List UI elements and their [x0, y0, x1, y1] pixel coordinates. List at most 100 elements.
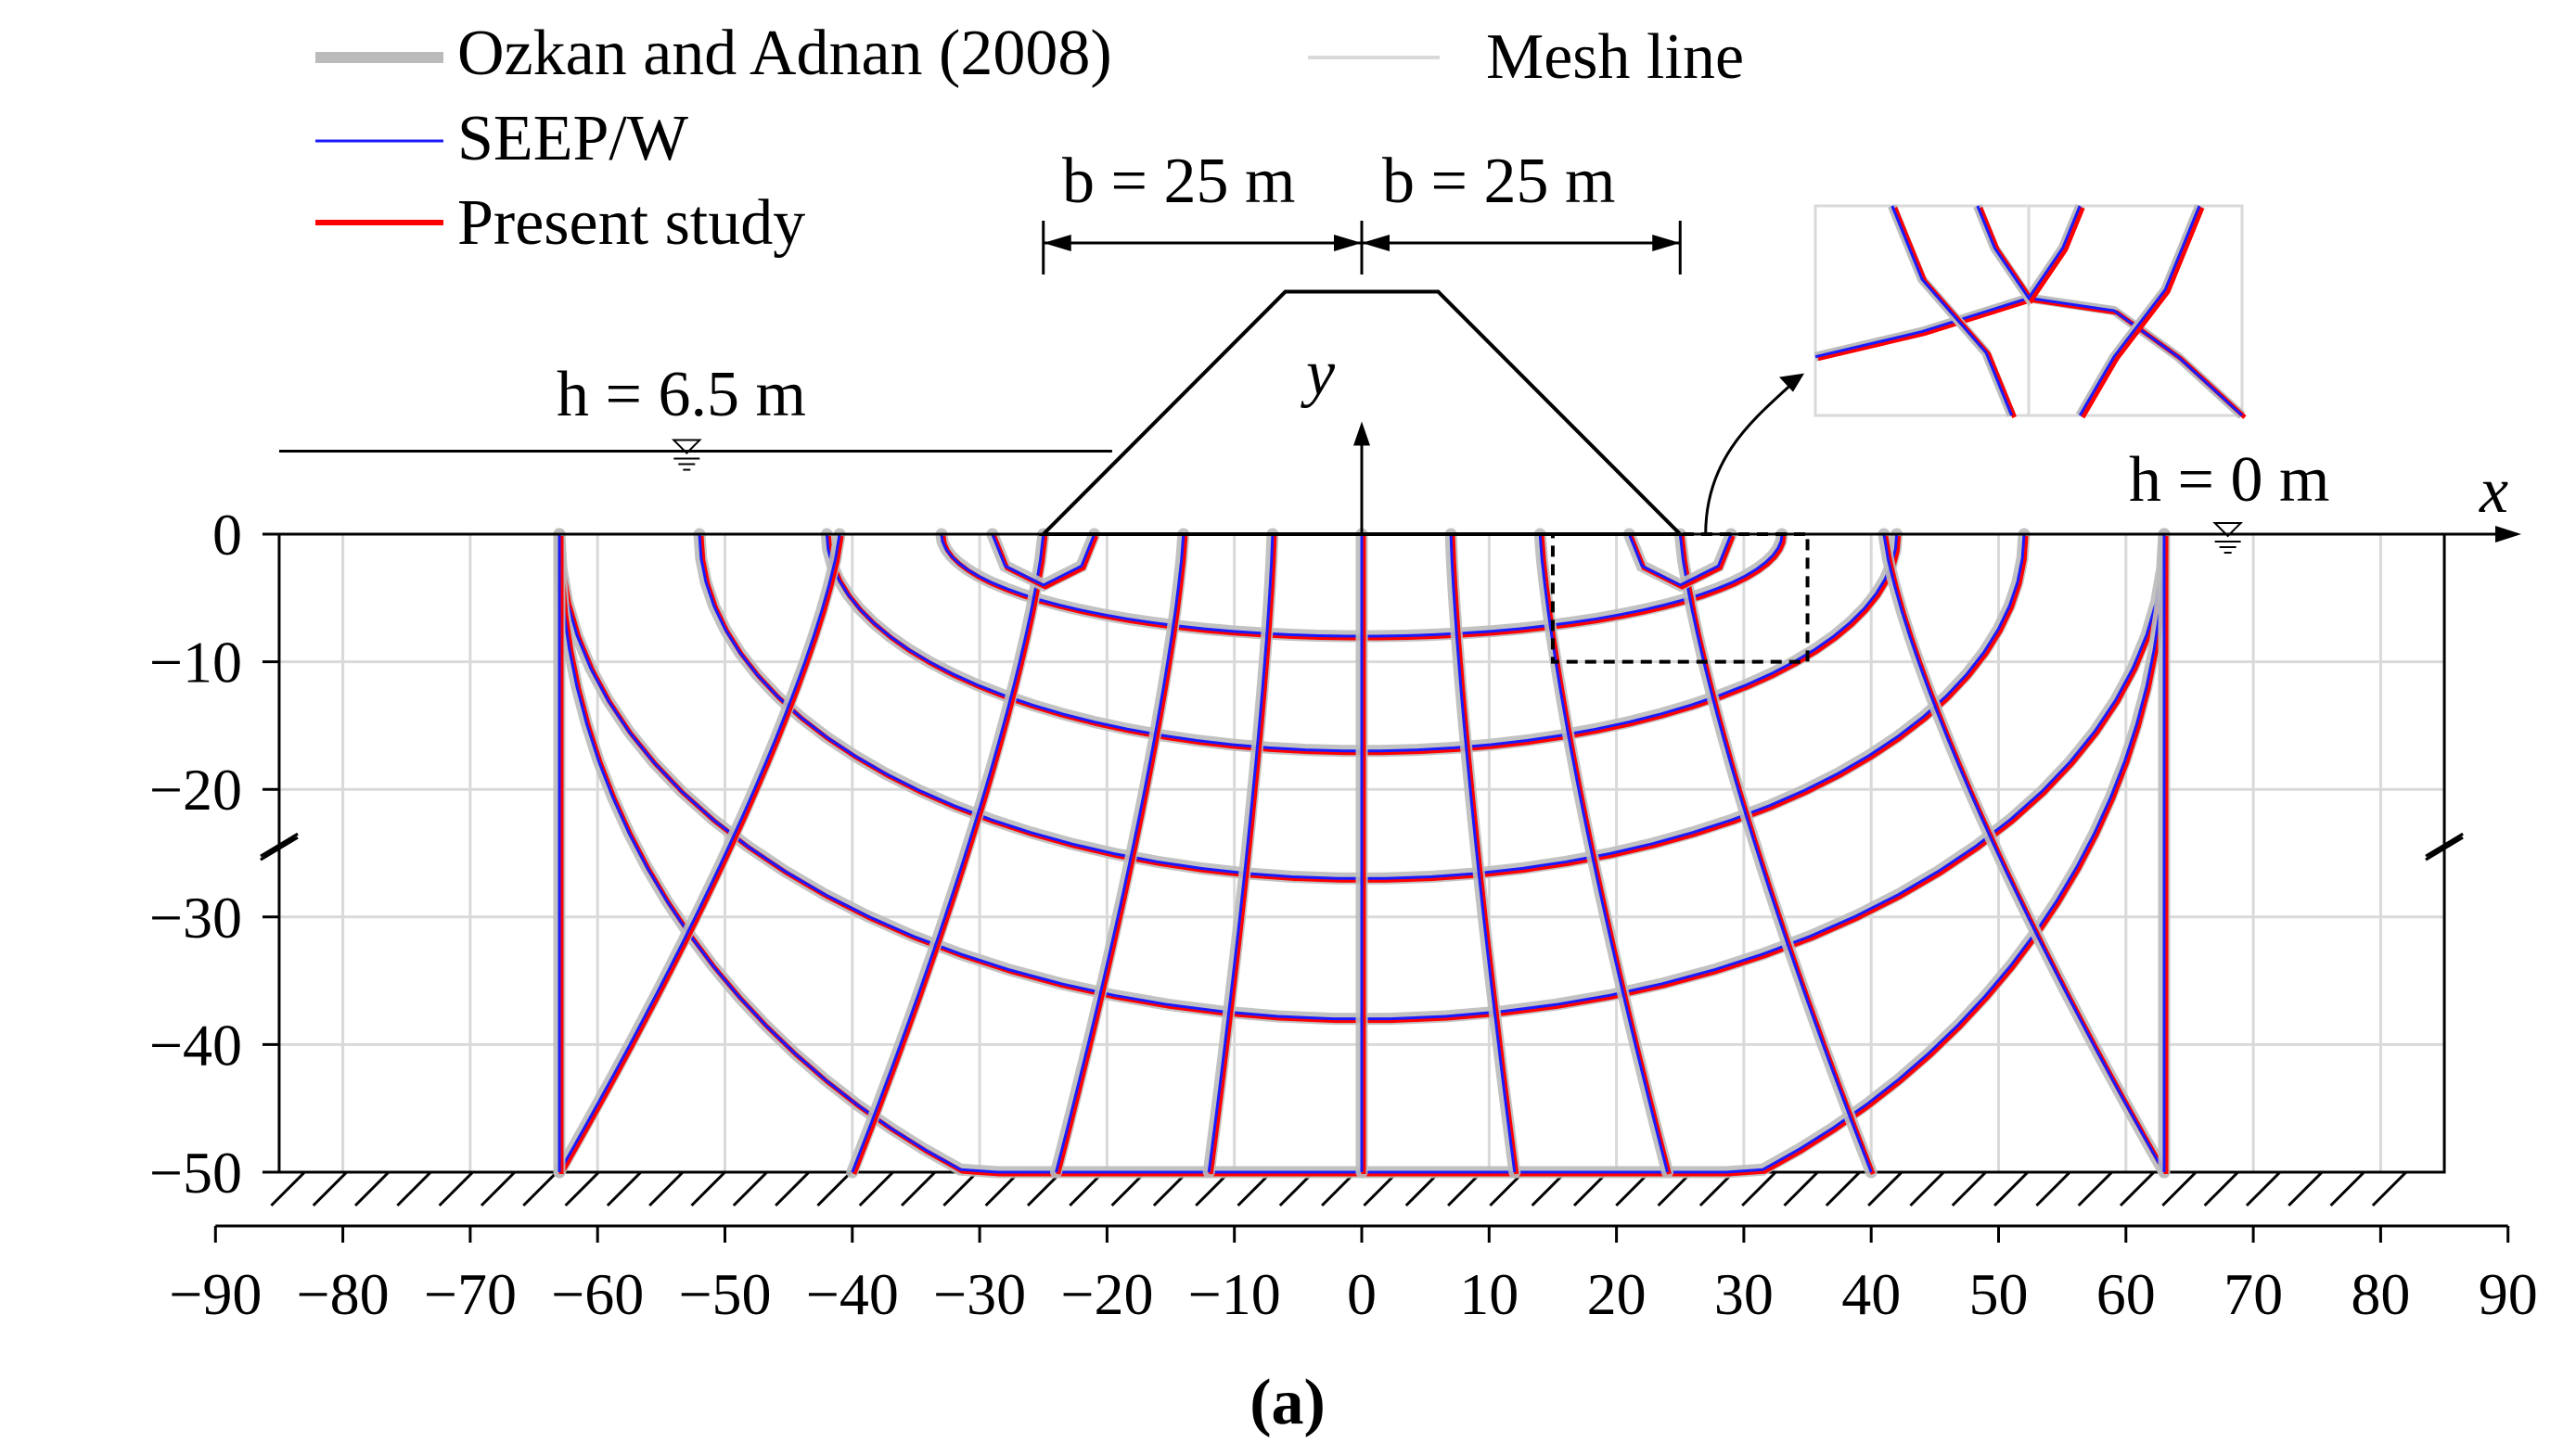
y-tick-label: 0 — [212, 502, 242, 568]
legend-label-seepw: SEEP/W — [457, 103, 688, 174]
inset-equipotential-b-present — [2081, 207, 2205, 419]
hatch-mark — [312, 1170, 348, 1207]
y-arrow-head — [1353, 421, 1370, 446]
hatch-mark — [2329, 1170, 2365, 1207]
x-tick-label: 60 — [2096, 1261, 2156, 1327]
flow-net — [553, 528, 2171, 1179]
equipotential-4-right-ozkan — [1878, 528, 2171, 1179]
axes: −90 −80 −70 −60 −50 −40 −30 −20 −10 0 10 20 30 40 50 60… — [149, 421, 2538, 1327]
x-tick-label: 50 — [1969, 1261, 2029, 1327]
hatch-mark — [1825, 1170, 1861, 1207]
x-tick-label: −60 — [551, 1261, 644, 1327]
hatch-mark — [606, 1170, 642, 1207]
equipotential-4-left-present — [558, 535, 844, 1176]
toe-singularity-1-seepw — [1627, 533, 1733, 587]
equipotential-3-right-seepw — [1678, 533, 1873, 1173]
y-tick-label: −30 — [149, 885, 242, 951]
annotations — [278, 221, 2244, 554]
hatch-mark — [480, 1170, 517, 1207]
hatch-mark — [942, 1170, 979, 1207]
hatch-mark — [2245, 1170, 2281, 1207]
x-tick-label: 20 — [1587, 1261, 1647, 1327]
inset-pointer — [1704, 379, 1797, 535]
downstream-water-symbol-triangle — [2212, 522, 2244, 538]
equipotential-3-left-seepw — [851, 533, 1045, 1173]
hatch-mark — [1783, 1170, 1819, 1207]
x-tick-label: −90 — [169, 1261, 262, 1327]
legend — [315, 52, 1440, 225]
y-axis-label: y — [1301, 338, 1336, 409]
inset-flow-line-seepw — [1814, 296, 2244, 417]
hatch-mark — [1867, 1170, 1903, 1207]
hatch-mark — [2288, 1170, 2324, 1207]
equipotential-4-left-ozkan — [553, 528, 846, 1179]
hatch-mark — [522, 1170, 558, 1207]
equipotential-4-left-seepw — [557, 533, 841, 1173]
x-tick-label: −30 — [933, 1261, 1026, 1327]
equipotential-2-left-seepw — [1055, 533, 1185, 1173]
inset-pointer-head — [1779, 373, 1804, 392]
x-tick-label: 0 — [1347, 1261, 1377, 1327]
hatch-mark — [1909, 1170, 1945, 1207]
legend-label-mesh: Mesh line — [1486, 21, 1744, 93]
x-tick-label: −20 — [1060, 1261, 1153, 1327]
hatch-mark — [1951, 1170, 1987, 1207]
x-tick-label: 30 — [1714, 1261, 1774, 1327]
hatch-mark — [775, 1170, 811, 1207]
hatch-mark — [2161, 1170, 2198, 1207]
hatch-mark — [858, 1170, 894, 1207]
x-tick-label: 10 — [1459, 1261, 1519, 1327]
x-tick-label: 80 — [2351, 1261, 2410, 1327]
dimension-arrow-left — [1043, 235, 1071, 251]
hatch-mark — [1993, 1170, 2030, 1207]
hatch-mark — [564, 1170, 600, 1207]
hatch-mark — [732, 1170, 768, 1207]
hatch-mark — [690, 1170, 726, 1207]
upstream-water-symbol-triangle — [671, 439, 702, 454]
half-width-right-label: b = 25 m — [1382, 146, 1615, 217]
inset-singularity-present — [1978, 207, 2085, 304]
equipotential-1-left-seepw — [1207, 533, 1275, 1173]
half-width-left-label: b = 25 m — [1062, 146, 1295, 217]
hatch-mark — [438, 1170, 474, 1207]
hatch-mark — [396, 1170, 432, 1207]
y-tick-label: −20 — [149, 757, 242, 823]
inset-equipotential-b-seepw — [2078, 205, 2201, 416]
equipotential-1-right-seepw — [1449, 533, 1517, 1173]
hatch-mark — [270, 1170, 306, 1207]
y-tick-label: −10 — [149, 630, 242, 696]
inset-zoom — [1550, 204, 2247, 664]
x-tick-label: 70 — [2224, 1261, 2283, 1327]
legend-label-present: Present study — [457, 187, 805, 259]
x-tick-label: 90 — [2479, 1261, 2538, 1327]
hatch-mark — [2371, 1170, 2407, 1207]
equipotential-1-left-present — [1208, 535, 1277, 1175]
x-arrow-head — [2495, 526, 2521, 542]
left-break-symbol — [260, 832, 299, 862]
equipotential-4-right-present — [1883, 535, 2169, 1176]
dimension-arrow-right — [1652, 235, 1681, 251]
panel-label: (a) — [1250, 1367, 1326, 1438]
hatch-mark — [2203, 1170, 2239, 1207]
downstream-head-label: h = 0 m — [2129, 444, 2329, 516]
equipotential-1-right-present — [1450, 535, 1519, 1175]
x-tick-label: 40 — [1841, 1261, 1901, 1327]
hatch-mark — [353, 1170, 391, 1207]
hatch-mark — [648, 1170, 685, 1207]
equipotential-3-left-present — [852, 535, 1048, 1175]
x-tick-label: −10 — [1188, 1261, 1281, 1327]
y-tick-label: −40 — [149, 1012, 242, 1078]
dimension-arrow-right — [1362, 235, 1390, 251]
toe-singularity-0-seepw — [991, 533, 1096, 587]
equipotential-4-right-seepw — [1882, 533, 2166, 1173]
right-break-symbol — [2425, 832, 2464, 862]
upstream-head-label: h = 6.5 m — [557, 359, 806, 430]
hatch-mark — [2077, 1170, 2113, 1207]
inset-source-box — [1550, 532, 1810, 664]
x-tick-label: −50 — [678, 1261, 771, 1327]
x-tick-label: −80 — [297, 1261, 390, 1327]
dimension-arrow-left — [1334, 235, 1362, 251]
equipotential-2-left-present — [1056, 535, 1188, 1175]
hatch-mark — [1741, 1170, 1777, 1207]
